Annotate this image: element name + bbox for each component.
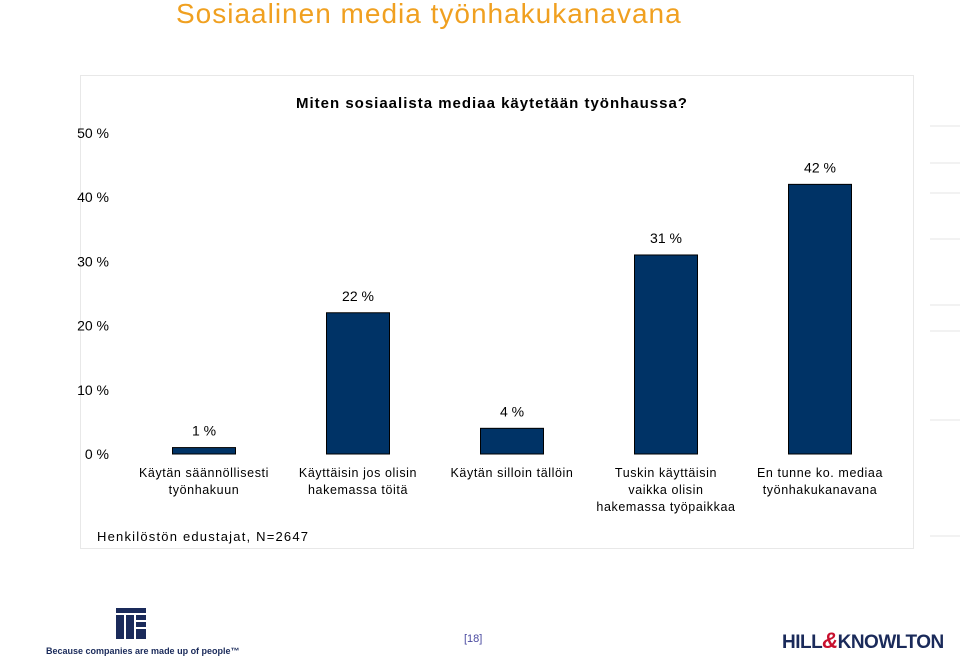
bar-data-label: 22 %	[342, 288, 374, 304]
y-tick-label: 30 %	[77, 253, 109, 269]
category-labels-group: Käytän säännöllisesti työnhakuun Käyttäisi…	[139, 466, 883, 514]
logo-ampersand: &	[822, 628, 838, 653]
page-number: [18]	[464, 633, 483, 645]
category-label: Tuskin käyttäisin	[615, 466, 717, 480]
chart-frame	[80, 75, 914, 549]
company-tagline: Because companies are made up of people™	[46, 646, 240, 656]
bar	[172, 447, 236, 455]
bar-data-label: 31 %	[650, 230, 682, 246]
y-tick-label: 40 %	[77, 189, 109, 205]
chart-title: Miten sosiaalista mediaa käytetään työnh…	[296, 95, 688, 112]
y-tick-label: 50 %	[77, 125, 109, 141]
category-label: työnhakukanavana	[763, 483, 878, 497]
y-tick-label: 10 %	[77, 382, 109, 398]
bar	[326, 312, 390, 455]
company-logo	[116, 608, 146, 639]
category-label: Käytän silloin tällöin	[451, 466, 574, 480]
category-label: hakemassa töitä	[308, 483, 408, 497]
category-label: Käyttäisin jos olisin	[299, 466, 417, 480]
bar	[788, 183, 852, 455]
bar	[634, 254, 698, 455]
data-labels-group: 1 % 22 % 4 % 31 % 42 %	[192, 159, 836, 438]
bar	[480, 427, 544, 455]
sample-note: Henkilöstön edustajat, N=2647	[97, 529, 310, 544]
category-label: työnhakuun	[169, 483, 240, 497]
logo-part2: KNOWLTON	[837, 632, 945, 653]
category-label: En tunne ko. mediaa	[757, 466, 883, 480]
category-label: hakemassa työpaikkaa	[596, 500, 735, 514]
y-tick-label: 20 %	[77, 318, 109, 334]
bar-data-label: 4 %	[500, 403, 524, 419]
logo-part1: HILL	[782, 632, 823, 653]
category-label: Käytän säännöllisesti	[139, 466, 269, 480]
bar-data-label: 1 %	[192, 423, 216, 439]
bars-group	[172, 183, 852, 455]
bar-data-label: 42 %	[804, 159, 836, 175]
y-tick-label: 0 %	[85, 446, 109, 462]
y-axis-ticks: 0 % 10 % 20 % 30 % 40 % 50 %	[77, 125, 109, 462]
category-label: vaikka olisin	[628, 483, 703, 497]
hill-knowlton-logo: HILL&KNOWLTON	[782, 628, 944, 654]
slide-title: Sosiaalinen media työnhakukanavana	[176, 0, 682, 29]
